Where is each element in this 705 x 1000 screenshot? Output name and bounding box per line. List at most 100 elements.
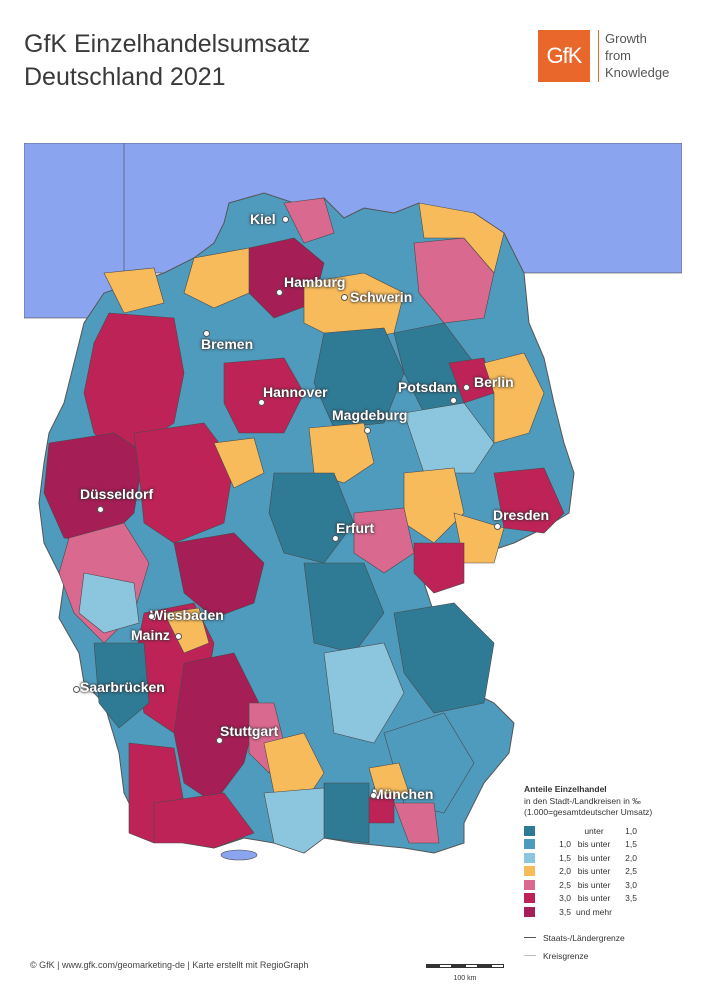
region — [93, 642, 150, 729]
tagline-line: from — [605, 48, 631, 63]
map-credit: © GfK | www.gfk.com/geomarketing-de | Ka… — [30, 960, 309, 970]
scale-label: 100 km — [453, 975, 477, 982]
scale-segment — [491, 964, 504, 968]
legend-from: 2,5 — [559, 879, 571, 890]
city-dot — [494, 523, 501, 530]
region — [368, 762, 410, 804]
legend-to: 1,5 — [625, 839, 637, 850]
region — [303, 562, 385, 654]
city-dot — [370, 792, 377, 799]
map-canvas: Kiel Hamburg Schwerin Bremen Hannover Po… — [24, 143, 682, 973]
city-dot — [216, 737, 223, 744]
legend-swatch — [524, 879, 535, 890]
region — [263, 787, 325, 854]
legend-mid: bis unter — [577, 879, 611, 890]
map-title: GfK Einzelhandelsumsatz — [24, 30, 311, 58]
legend-line-district — [524, 955, 536, 956]
legend-mid: bis unter — [577, 839, 611, 850]
legend-from: 3,0 — [559, 893, 571, 904]
logo-divider — [598, 30, 599, 82]
map-subtitle: Deutschland 2021 — [24, 63, 226, 91]
legend-from: 1,0 — [559, 839, 571, 850]
legend-from: 2,0 — [559, 866, 571, 877]
region — [153, 792, 255, 849]
region — [393, 802, 440, 844]
legend-swatch — [524, 852, 535, 863]
choropleth-map — [24, 143, 682, 861]
scale-segment — [439, 964, 452, 968]
city-label-kiel: Kiel — [250, 211, 276, 227]
city-label-hamburg: Hamburg — [284, 274, 346, 290]
city-dot — [276, 289, 283, 296]
legend-line-state — [524, 937, 536, 938]
lake-bodensee — [220, 849, 258, 861]
scale-bar: 100 km — [426, 955, 504, 982]
city-dot — [364, 427, 371, 434]
region — [263, 732, 325, 804]
scale-segment — [465, 964, 478, 968]
region — [283, 197, 335, 244]
region — [483, 352, 545, 444]
city-label-mainz: Mainz — [131, 627, 170, 643]
map-legend: Anteile Einzelhandel in den Stadt-/Landk… — [514, 772, 682, 972]
city-label-dresden: Dresden — [493, 507, 550, 523]
city-label-schwerin: Schwerin — [350, 289, 413, 305]
legend-line-label: Kreisgrenze — [543, 950, 589, 961]
city-dot — [148, 613, 155, 620]
legend-row: 3,5 und mehr — [524, 905, 682, 919]
legend-swatch — [524, 866, 535, 877]
city-label-hannover: Hannover — [263, 384, 328, 400]
region — [103, 267, 165, 314]
legend-border-district: Kreisgrenze — [524, 951, 682, 961]
city-label-berlin: Berlin — [474, 374, 514, 390]
legend-mid: bis unter — [577, 866, 611, 877]
tagline-line: Growth — [605, 31, 647, 46]
logo-tagline: Growth from Knowledge — [605, 30, 669, 81]
legend-line-label: Staats-/Ländergrenze — [543, 932, 625, 943]
region — [173, 532, 265, 619]
scale-segment — [452, 964, 465, 968]
region — [323, 642, 405, 744]
legend-to: 2,5 — [625, 866, 637, 877]
title-block: GfK Einzelhandelsumsatz Deutschland 2021 — [24, 28, 310, 94]
legend-row: 2,5 bis unter 3,0 — [524, 878, 682, 892]
legend-mid: unter — [584, 825, 604, 836]
legend-to: 3,0 — [625, 879, 637, 890]
region — [493, 467, 565, 534]
region — [213, 437, 265, 489]
legend-row: 1,5 bis unter 2,0 — [524, 851, 682, 865]
legend-row: unter 1,0 — [524, 824, 682, 838]
legend-row: 2,0 bis unter 2,5 — [524, 865, 682, 879]
scale-segment — [478, 964, 491, 968]
region — [413, 542, 465, 594]
legend-subtitle: (1.000=gesamtdeutscher Umsatz) — [524, 807, 653, 817]
region — [308, 422, 375, 484]
legend-to: 3,5 — [625, 893, 637, 904]
legend-swatch — [524, 839, 535, 850]
region — [418, 202, 505, 274]
legend-from: 3,5 — [559, 906, 571, 917]
city-label-duesseldorf: Düsseldorf — [80, 486, 154, 502]
legend-subtitle: in den Stadt-/Landkreisen in ‰ — [524, 796, 641, 806]
city-dot — [175, 633, 182, 640]
legend-from: 1,5 — [559, 852, 571, 863]
city-label-erfurt: Erfurt — [336, 520, 375, 536]
tagline-line: Knowledge — [605, 65, 670, 80]
region — [133, 422, 235, 544]
scale-segment — [426, 964, 439, 968]
region — [313, 327, 405, 429]
region — [223, 357, 305, 434]
region — [183, 247, 250, 309]
city-dot — [203, 330, 210, 337]
city-label-muenchen: München — [372, 786, 434, 802]
region — [403, 402, 495, 474]
city-dot — [282, 216, 289, 223]
region — [78, 572, 140, 634]
legend-border-state: Staats-/Ländergrenze — [524, 933, 682, 943]
legend-mid: bis unter — [577, 852, 611, 863]
legend-to: 1,0 — [625, 825, 637, 836]
region — [173, 652, 260, 804]
gfk-logo-mark: GfK — [538, 30, 590, 82]
city-dot — [332, 535, 339, 542]
city-dot — [97, 506, 104, 513]
